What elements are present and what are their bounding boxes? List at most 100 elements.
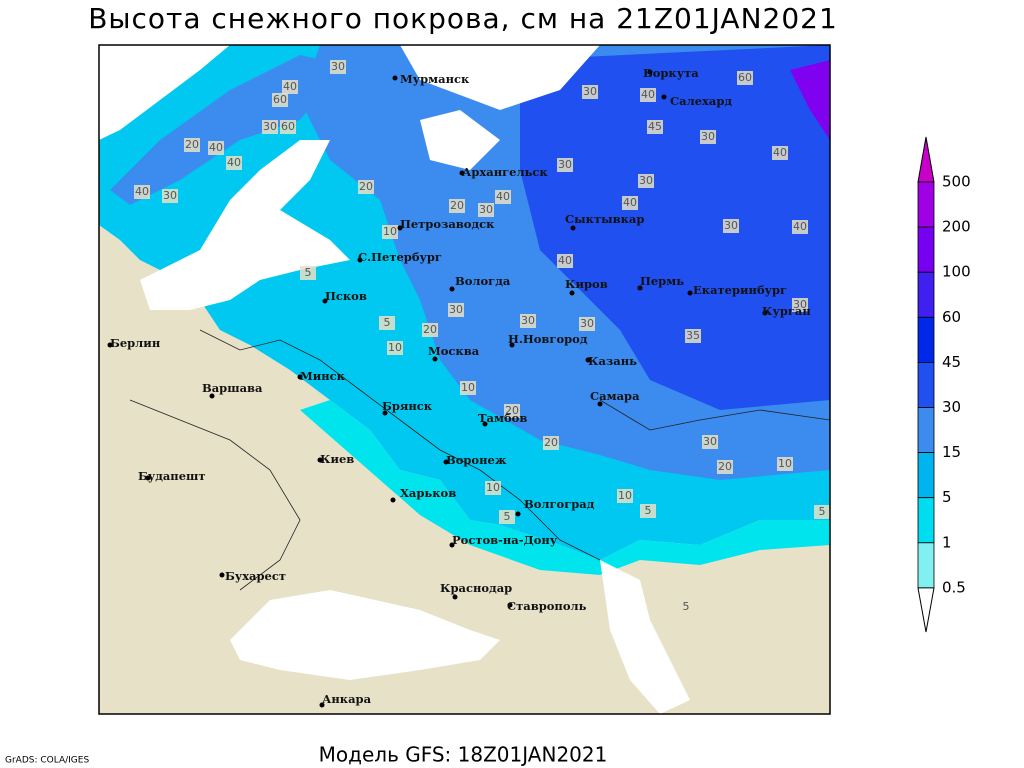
city-dot (219, 572, 225, 578)
contour-label-box (647, 120, 663, 134)
city-dot (509, 342, 515, 348)
contour-label-box (448, 303, 464, 317)
contour-label-box (387, 341, 403, 355)
contour-label: 60 (281, 120, 295, 133)
contour-label: 40 (558, 254, 572, 267)
contour-label-box (300, 266, 316, 280)
sea-north (99, 45, 230, 140)
contour-label: 10 (778, 457, 792, 470)
colorbar-label: 200 (942, 218, 971, 236)
colorbar-label: 5 (942, 488, 952, 506)
contour-label: 30 (580, 317, 594, 330)
city-dot (443, 459, 449, 465)
contour-label-box (814, 505, 830, 519)
colorbar: 500 200 100 60 45 30 15 5 1 0.5 (917, 136, 971, 633)
contour-label: 10 (461, 381, 475, 394)
city-dot (570, 225, 576, 231)
city-label: Брянск (382, 399, 433, 413)
contour-label-box (717, 460, 733, 474)
contour-label-box (382, 225, 398, 239)
contour-label: 30 (583, 85, 597, 98)
contour-label: 40 (209, 141, 223, 154)
contour-label-box (579, 317, 595, 331)
contour-label: 20 (423, 323, 437, 336)
city-dot (482, 421, 488, 427)
city-dot (390, 497, 396, 503)
city-label: Вологда (455, 274, 511, 288)
border (199, 329, 601, 561)
contour-label-box (737, 71, 753, 85)
city-dot (209, 393, 215, 399)
contour-label: 10 (383, 225, 397, 238)
snow-30-45 (520, 45, 830, 410)
contour-label-box (622, 196, 638, 210)
city-label: Тамбов (478, 411, 527, 425)
contour-label: 5 (645, 504, 652, 517)
city-label: Будапешт (138, 469, 206, 483)
city-label: Салехард (670, 94, 732, 108)
city-label: Варшава (202, 381, 263, 395)
colorbar-label: 500 (942, 173, 971, 191)
contour-label-box (358, 180, 374, 194)
city-label: Самара (590, 389, 640, 403)
city-dot (585, 357, 591, 363)
city-dot (317, 457, 323, 463)
city-dot (507, 602, 513, 608)
contour-label: 20 (359, 180, 373, 193)
contour-label: 30 (331, 60, 345, 73)
contour-label-box (162, 189, 178, 203)
contour-label: 35 (686, 329, 700, 342)
contour-label: 30 (263, 120, 277, 133)
contour-label-box (792, 298, 808, 312)
city-label: Пермь (640, 274, 684, 288)
city-dot (661, 94, 667, 100)
colorbar-label: 1 (942, 533, 952, 551)
contour-label-box (557, 254, 573, 268)
contour-label-box (792, 220, 808, 234)
city-label: Анкара (322, 692, 372, 706)
city-dot (449, 542, 455, 548)
contour-label: 5 (819, 505, 826, 518)
city-label: Мурманск (400, 72, 470, 86)
city-label: Воркута (643, 66, 699, 80)
city-label: Петрозаводск (400, 217, 495, 231)
contour-label-box (520, 314, 536, 328)
colorbar-label: 30 (942, 398, 961, 416)
city-dot (145, 475, 151, 481)
sea-black (230, 590, 500, 680)
contour-label: 40 (227, 156, 241, 169)
city-dot (319, 702, 325, 708)
colorbar-segment (917, 542, 935, 589)
contour-label: 40 (283, 80, 297, 93)
contour-label-box (280, 120, 296, 134)
contour-label-box (449, 199, 465, 213)
contour-label: 30 (703, 435, 717, 448)
city-dot (297, 374, 303, 380)
city-label: Краснодар (440, 581, 512, 595)
contour-label-box (504, 404, 520, 418)
contour-label-box (772, 146, 788, 160)
city-label: Псков (325, 289, 367, 303)
contour-label: 40 (623, 196, 637, 209)
contour-label-box (700, 130, 716, 144)
contour-label: 60 (738, 71, 752, 84)
contour-label-box (685, 329, 701, 343)
contour-label: 5 (504, 510, 511, 523)
contour-label: 40 (641, 88, 655, 101)
contour-label: 45 (648, 120, 662, 133)
border (599, 399, 830, 431)
snow-1-5 (300, 400, 830, 575)
colorbar-label: 15 (942, 443, 961, 461)
city-label: Минск (300, 369, 346, 383)
contour-label: 10 (486, 481, 500, 494)
city-label: Киев (320, 452, 354, 466)
colorbar-top (917, 136, 935, 183)
colorbar-label: 60 (942, 308, 961, 326)
contour-label: 20 (718, 460, 732, 473)
city-label: Ставрополь (507, 599, 587, 613)
credit: GrADS: COLA/IGES (5, 756, 89, 766)
city-dot (637, 285, 643, 291)
contour-label: 20 (505, 404, 519, 417)
contour-label: 40 (773, 146, 787, 159)
